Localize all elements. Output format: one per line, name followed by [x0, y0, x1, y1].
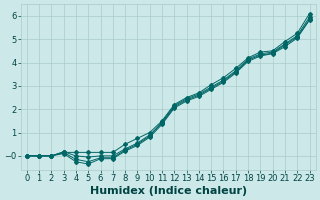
X-axis label: Humidex (Indice chaleur): Humidex (Indice chaleur) — [90, 186, 247, 196]
